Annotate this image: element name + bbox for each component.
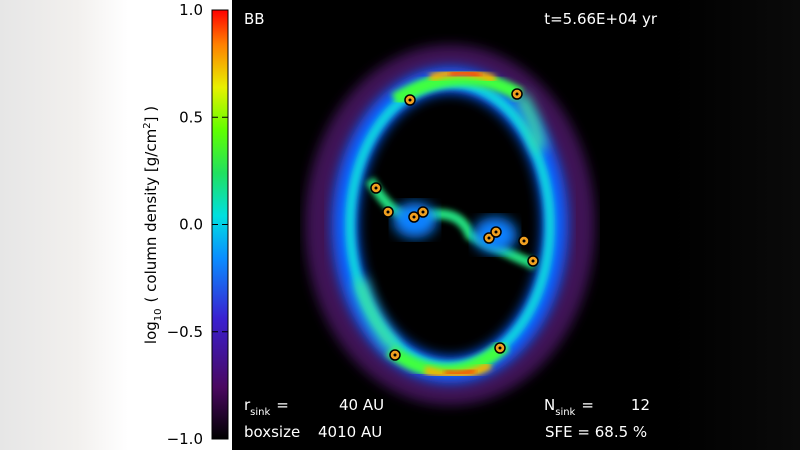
- label-sub: 10: [153, 308, 164, 321]
- tick-label: 0.5: [179, 108, 203, 126]
- sink-core: [515, 92, 519, 96]
- symbol: N: [544, 396, 555, 414]
- sfe-label: SFE = 68.5 %: [545, 423, 647, 441]
- symbol: r: [244, 396, 251, 414]
- label-sup: 2: [142, 122, 153, 128]
- sink-particles: [370, 88, 539, 361]
- tick-label: 1.0: [179, 1, 203, 19]
- label-part: log: [142, 321, 160, 344]
- sink-core: [393, 353, 397, 357]
- background: [0, 0, 128, 450]
- sub: sink: [555, 407, 575, 418]
- colorbar-ticks: 1.0 0.5 0.0 −0.5 −1.0: [167, 1, 228, 448]
- sink-core: [412, 215, 416, 219]
- equals: =: [581, 396, 594, 414]
- sink-core: [487, 236, 491, 240]
- sink-core: [374, 186, 378, 190]
- label-part: ] ): [142, 106, 160, 122]
- panel-label: BB: [244, 10, 265, 28]
- sink-core: [408, 98, 412, 102]
- sink-core: [386, 210, 390, 214]
- boxsize-label: boxsize: [244, 423, 300, 441]
- nsink-label: Nsink =: [544, 396, 594, 418]
- sink-core: [494, 230, 498, 234]
- tick-label: 0.0: [179, 216, 203, 234]
- background: [672, 0, 800, 450]
- density-map: [305, 45, 595, 405]
- tick-label: −1.0: [167, 430, 203, 448]
- colorbar-label: log10 ( column density [g/cm2] ): [142, 106, 164, 344]
- sink-core: [421, 210, 425, 214]
- rsink-label: rsink =: [244, 396, 289, 418]
- equals: =: [276, 396, 289, 414]
- label-part: ( column density [g/cm: [142, 129, 160, 303]
- sink-core: [498, 346, 502, 350]
- boxsize-value: 4010 AU: [318, 423, 382, 441]
- sink-core: [522, 239, 526, 243]
- nsink-value: 12: [631, 396, 650, 414]
- rsink-value: 40 AU: [339, 396, 384, 414]
- time-label: t=5.66E+04 yr: [544, 10, 658, 28]
- sub: sink: [250, 407, 270, 418]
- sink-core: [531, 259, 535, 263]
- tick-label: −0.5: [167, 323, 203, 341]
